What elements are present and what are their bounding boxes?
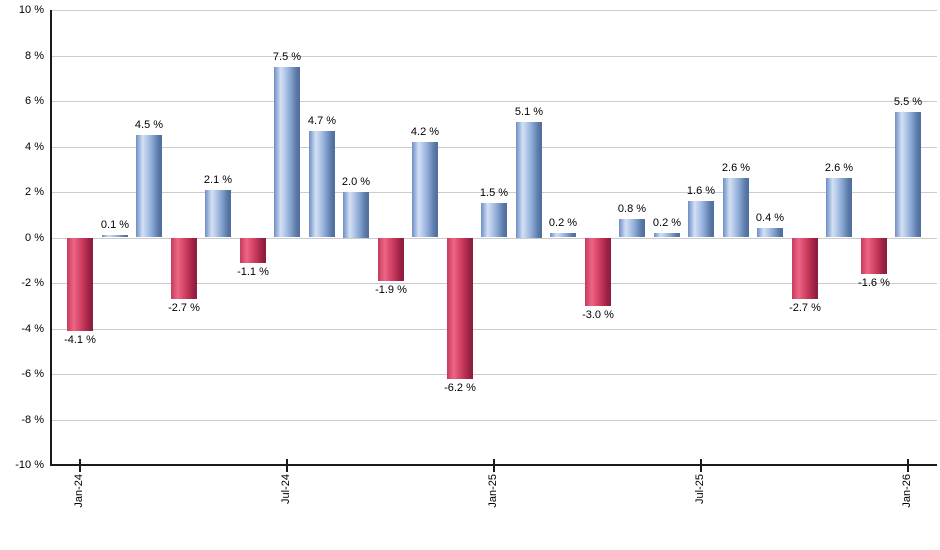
bar xyxy=(240,237,266,263)
bar-value-label: 0.8 % xyxy=(617,203,647,216)
y-axis-tick-label: -6 % xyxy=(21,368,44,380)
y-axis xyxy=(50,10,52,465)
bar-value-label: -4.1 % xyxy=(64,333,96,346)
y-gridline xyxy=(50,420,937,421)
x-axis-tick-label: Jul-24 xyxy=(280,474,292,504)
y-gridline xyxy=(50,374,937,375)
bar xyxy=(136,135,162,238)
bar xyxy=(619,219,645,238)
bar-value-label: -1.1 % xyxy=(237,265,269,278)
y-gridline xyxy=(50,56,937,57)
y-gridline xyxy=(50,10,937,11)
y-gridline xyxy=(50,192,937,193)
bar-value-label: 1.6 % xyxy=(686,185,716,198)
bar-value-label: 0.4 % xyxy=(755,212,785,225)
x-axis-tick-label: Jul-25 xyxy=(694,474,706,504)
bar-value-label: 2.6 % xyxy=(721,162,751,175)
bar xyxy=(343,192,369,238)
y-axis-tick-label: 8 % xyxy=(25,50,44,62)
bar xyxy=(688,201,714,238)
bar-value-label: -6.2 % xyxy=(444,381,476,394)
x-axis-tick xyxy=(493,459,495,472)
y-axis-tick-label: 2 % xyxy=(25,186,44,198)
bar xyxy=(654,232,680,238)
y-axis-tick-label: -2 % xyxy=(21,277,44,289)
bar-value-label: 0.2 % xyxy=(548,216,578,229)
bar-value-label: 0.1 % xyxy=(100,219,130,232)
bar-value-label: 4.5 % xyxy=(134,119,164,132)
bar-value-label: 5.1 % xyxy=(514,105,544,118)
y-gridline xyxy=(50,147,937,148)
bar-value-label: 7.5 % xyxy=(272,50,302,63)
bar-value-label: -2.7 % xyxy=(168,301,200,314)
bar-value-label: -3.0 % xyxy=(582,308,614,321)
x-axis-tick xyxy=(286,459,288,472)
y-axis-tick-label: 4 % xyxy=(25,141,44,153)
y-gridline xyxy=(50,101,937,102)
bar-value-label: 4.2 % xyxy=(410,125,440,138)
bar xyxy=(585,237,611,306)
y-axis-tick-label: 6 % xyxy=(25,95,44,107)
bar xyxy=(309,130,335,238)
x-axis-tick-label: Jan-26 xyxy=(901,474,913,508)
bar xyxy=(67,237,93,331)
bar xyxy=(205,189,231,238)
bar xyxy=(723,178,749,238)
bar xyxy=(412,141,438,238)
y-axis-tick-label: 0 % xyxy=(25,232,44,244)
bar xyxy=(861,237,887,274)
x-axis-tick-label: Jan-25 xyxy=(487,474,499,508)
bar-value-label: 4.7 % xyxy=(307,114,337,127)
bar xyxy=(102,235,128,238)
y-gridline xyxy=(50,283,937,284)
x-axis-tick-label: Jan-24 xyxy=(73,474,85,508)
bar xyxy=(516,121,542,238)
bar xyxy=(826,178,852,238)
y-axis-tick-label: 10 % xyxy=(18,4,44,16)
bar-value-label: 0.2 % xyxy=(652,216,682,229)
x-axis-tick xyxy=(700,459,702,472)
y-axis-tick-label: -10 % xyxy=(15,459,44,471)
bar xyxy=(757,228,783,238)
bar-value-label: 2.0 % xyxy=(341,176,371,188)
bar xyxy=(550,232,576,238)
bar xyxy=(274,66,300,238)
y-gridline xyxy=(50,329,937,330)
bar xyxy=(895,112,921,238)
bar-value-label: -2.7 % xyxy=(789,301,821,314)
bar-value-label: 5.5 % xyxy=(893,96,923,109)
y-axis-tick-label: -8 % xyxy=(21,414,44,426)
y-gridline xyxy=(50,238,937,239)
y-axis-tick-label: -4 % xyxy=(21,323,44,335)
bar-value-label: 2.1 % xyxy=(203,173,233,186)
bar xyxy=(447,237,473,379)
x-axis-tick xyxy=(79,459,81,472)
bar xyxy=(171,237,197,299)
bar xyxy=(481,203,507,238)
bar-value-label: -1.9 % xyxy=(375,283,407,296)
bar-value-label: 2.6 % xyxy=(824,162,854,175)
bar xyxy=(792,237,818,299)
bar-value-label: -1.6 % xyxy=(858,276,890,289)
x-axis-tick xyxy=(907,459,909,472)
bar-value-label: 1.5 % xyxy=(479,187,509,200)
bar xyxy=(378,237,404,281)
